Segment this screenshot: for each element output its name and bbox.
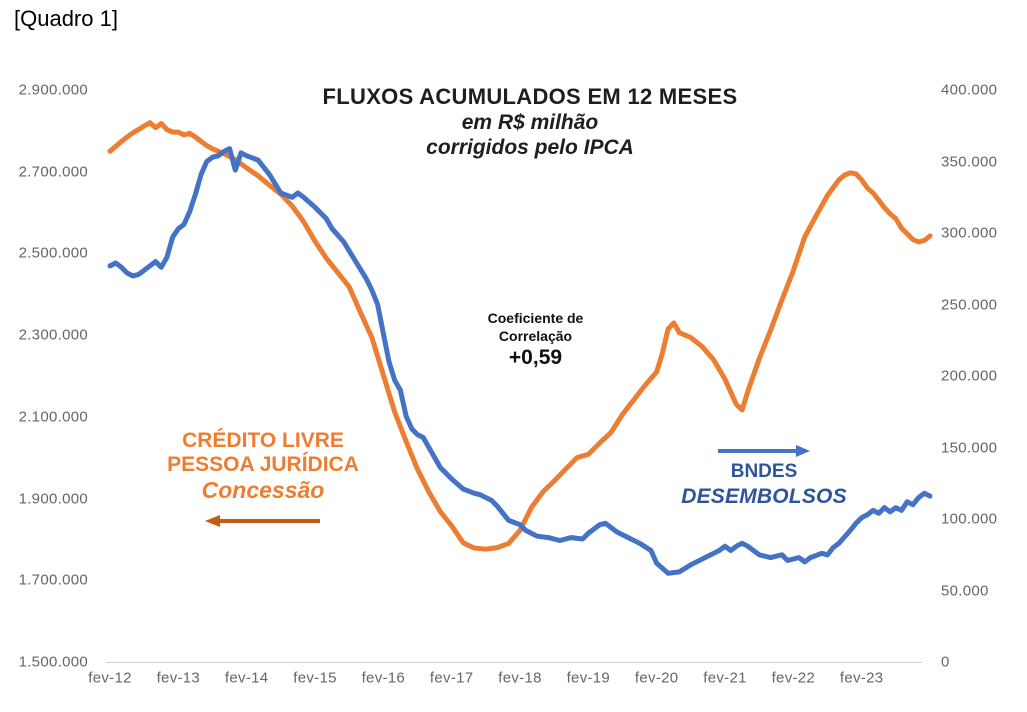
correlation-label-line2: Correlação xyxy=(498,327,573,344)
credito-livre-label-line1: CRÉDITO LIVRE xyxy=(182,429,344,452)
concessao-arrow-left-icon xyxy=(205,514,320,527)
axis-tick-label: fev-20 xyxy=(634,669,679,687)
axis-tick-label: 2.100.000 xyxy=(18,408,88,426)
bndes-line xyxy=(107,146,933,576)
axis-tick-label: 2.900.000 xyxy=(18,81,88,99)
axis-tick-label: 150.000 xyxy=(941,439,998,456)
axis-tick-label: 200.000 xyxy=(941,367,998,385)
axis-tick-label: 400.000 xyxy=(941,81,998,99)
chart-title: FLUXOS ACUMULADOS EM 12 MESES xyxy=(322,84,738,109)
axis-tick-label: fev-22 xyxy=(771,669,816,687)
correlation-value: +0,59 xyxy=(508,346,563,369)
axis-tick-label: 1.700.000 xyxy=(18,571,88,589)
axis-tick-label: fev-16 xyxy=(361,669,406,687)
bndes-label-line1: BNDES xyxy=(730,461,798,482)
x-axis-line xyxy=(106,662,922,663)
bndes-series-label: BNDES DESEMBOLSOS xyxy=(680,444,848,509)
chart-title-block: FLUXOS ACUMULADOS EM 12 MESES em R$ milh… xyxy=(305,84,755,160)
axis-tick-label: fev-14 xyxy=(224,669,269,687)
axis-tick-label: 50.000 xyxy=(941,582,989,599)
axis-tick-label: fev-12 xyxy=(88,669,132,687)
credito-livre-label-line2: PESSOA JURÍDICA xyxy=(167,453,359,477)
axis-tick-label: 300.000 xyxy=(941,224,998,242)
axis-tick-label: 2.300.000 xyxy=(18,326,88,344)
chart-subtitle-units: em R$ milhão xyxy=(461,111,599,134)
axis-tick-label: 250.000 xyxy=(941,296,998,313)
axis-tick-label: fev-17 xyxy=(429,669,474,687)
credito-livre-series-label: CRÉDITO LIVRE PESSOA JURÍDICA Concessão xyxy=(138,429,388,529)
axis-tick-label: fev-13 xyxy=(156,669,201,687)
axis-tick-label: fev-15 xyxy=(293,669,337,687)
axis-tick-label: 100.000 xyxy=(941,510,998,528)
axis-tick-label: 1.900.000 xyxy=(18,490,88,508)
axis-tick-label: 1.500.000 xyxy=(18,653,88,671)
figure-caption: [Quadro 1] xyxy=(14,6,118,31)
correlation-annotation: Coeficiente de Correlação +0,59 xyxy=(443,310,628,370)
axis-tick-label: 2.500.000 xyxy=(18,244,88,262)
axis-tick-label: 350.000 xyxy=(941,153,998,170)
correlation-label-line1: Coeficiente de xyxy=(487,310,584,326)
axis-tick-label: fev-18 xyxy=(498,669,542,687)
bndes-label-line2: DESEMBOLSOS xyxy=(681,484,847,508)
chart-subtitle-deflator: corrigidos pelo IPCA xyxy=(426,136,634,160)
axis-tick-label: fev-21 xyxy=(703,669,747,687)
bndes-arrow-right-icon xyxy=(718,445,810,457)
credito-livre-line xyxy=(107,120,933,552)
axis-tick-label: fev-23 xyxy=(839,669,884,687)
axis-tick-label: 0 xyxy=(941,653,950,671)
credito-livre-label-concessao: Concessão xyxy=(201,477,325,504)
axis-tick-label: 2.700.000 xyxy=(18,163,88,181)
axis-tick-label: fev-19 xyxy=(566,669,611,687)
